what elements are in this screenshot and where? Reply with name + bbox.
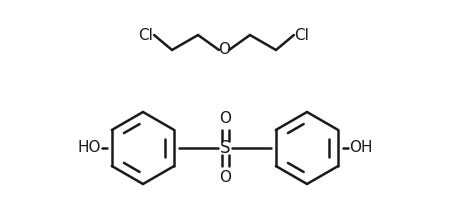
Text: O: O [219,170,231,185]
Text: OH: OH [349,141,373,156]
Text: S: S [220,139,230,157]
Text: HO: HO [78,141,101,156]
Text: O: O [219,111,231,126]
Text: Cl: Cl [139,27,154,42]
Text: O: O [218,42,230,58]
Text: Cl: Cl [295,27,309,42]
